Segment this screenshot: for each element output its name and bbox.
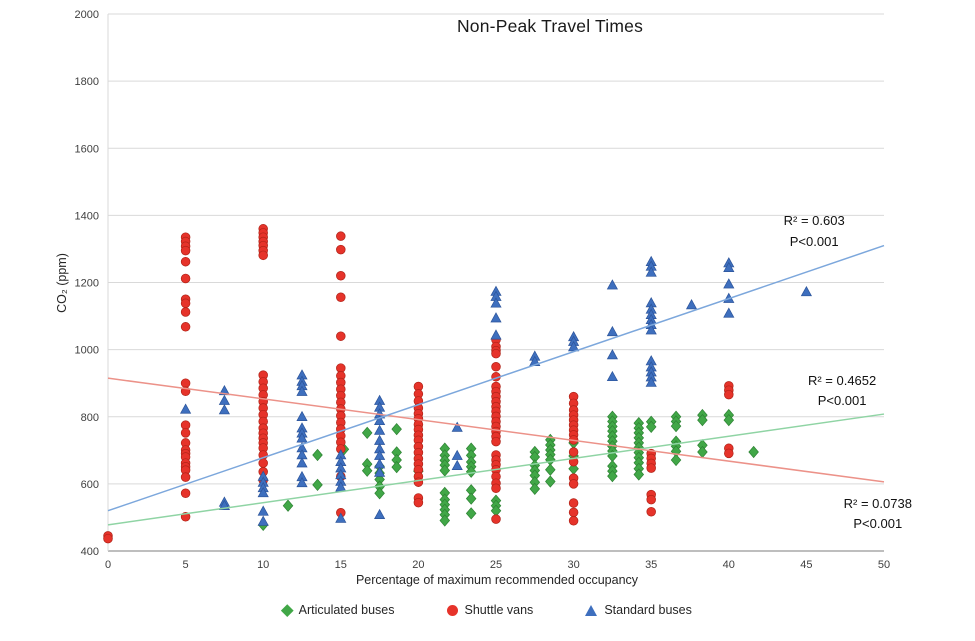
p-value: P<0.001	[817, 392, 867, 408]
x-axis-title: Percentage of maximum recommended occupa…	[355, 573, 639, 587]
svg-text:20: 20	[412, 559, 424, 571]
svg-text:1800: 1800	[75, 76, 99, 88]
svg-text:45: 45	[800, 559, 812, 571]
r-squared-value: R² = 0.603	[783, 213, 845, 229]
legend: Articulated buses Shuttle vans Standard …	[0, 603, 975, 617]
y-axis-title: CO₂ (ppm)	[55, 253, 69, 313]
svg-text:600: 600	[81, 479, 99, 491]
legend-item-standard-buses: Standard buses	[585, 603, 692, 617]
diamond-marker-icon	[281, 603, 294, 617]
svg-text:15: 15	[335, 559, 347, 571]
svg-text:1400: 1400	[75, 210, 99, 222]
svg-text:30: 30	[567, 559, 579, 571]
svg-text:2000: 2000	[75, 9, 99, 21]
r-squared-value: R² = 0.4652	[807, 372, 877, 388]
triangle-marker-icon	[585, 604, 598, 616]
svg-text:1600: 1600	[75, 143, 99, 155]
legend-item-shuttle-vans: Shuttle vans	[446, 603, 534, 617]
legend-item-articulated-buses: Articulated buses	[281, 603, 395, 617]
svg-text:50: 50	[878, 559, 890, 571]
svg-text:25: 25	[490, 559, 502, 571]
p-value: P<0.001	[789, 233, 839, 249]
p-value: P<0.001	[853, 516, 903, 532]
svg-text:10: 10	[257, 559, 269, 571]
r-squared-value: R² = 0.0738	[843, 495, 912, 511]
legend-label: Articulated buses	[298, 603, 395, 617]
svg-text:1000: 1000	[75, 345, 99, 357]
svg-text:400: 400	[81, 546, 99, 558]
svg-text:800: 800	[81, 412, 99, 424]
annotation-standard-buses-r2: R² = 0.603 P<0.001	[784, 211, 845, 251]
annotation-shuttle-vans-r2: R² = 0.0738 P<0.001	[844, 494, 912, 534]
svg-text:35: 35	[645, 559, 657, 571]
svg-text:1200: 1200	[75, 278, 99, 290]
svg-text:40: 40	[723, 559, 735, 571]
legend-label: Standard buses	[604, 603, 692, 617]
circle-marker-icon	[446, 604, 458, 616]
legend-label: Shuttle vans	[464, 603, 534, 617]
svg-text:0: 0	[105, 559, 111, 571]
svg-text:5: 5	[183, 559, 189, 571]
annotation-articulated-buses-r2: R² = 0.4652 P<0.001	[808, 371, 876, 411]
chart-title: Non-Peak Travel Times	[456, 16, 644, 36]
